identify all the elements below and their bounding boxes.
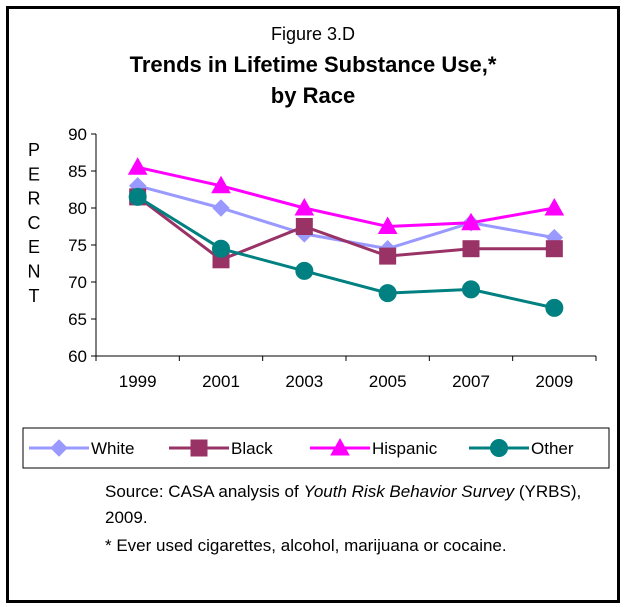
y-axis-label-letter: N <box>28 262 41 282</box>
source-note: Source: CASA analysis of Youth Risk Beha… <box>105 479 585 559</box>
data-point-white <box>212 199 230 217</box>
line-chart: Figure 3.D Trends in Lifetime Substance … <box>22 24 610 469</box>
x-tick-label: 1999 <box>119 372 157 391</box>
legend-label-black: Black <box>231 439 273 458</box>
series-line-hispanic <box>137 165 555 229</box>
data-point-black <box>379 247 397 265</box>
data-point-hispanic <box>127 157 148 175</box>
data-point-other <box>378 284 397 303</box>
data-point-other <box>128 187 147 206</box>
legend: White Black Hispanic Other <box>22 427 610 469</box>
y-tick-label: 90 <box>68 125 87 144</box>
axes <box>91 133 597 361</box>
data-point-other <box>295 261 314 280</box>
legend-item-white: White <box>29 439 134 458</box>
y-axis-label-letter: T <box>29 286 40 306</box>
legend-item-other: Other <box>469 439 574 458</box>
legend-marker-white <box>50 439 68 457</box>
x-tick-label: 2009 <box>535 372 573 391</box>
x-tick-label: 2005 <box>369 372 407 391</box>
y-axis-label-letter: P <box>28 140 40 160</box>
y-axis-label-letter: E <box>28 237 40 257</box>
source-citation: Source: CASA analysis of Youth Risk Beha… <box>105 479 585 531</box>
data-point-other <box>462 280 480 299</box>
y-tick-label: 70 <box>68 273 87 292</box>
y-axis-label-letter: E <box>28 164 40 184</box>
data-point-other <box>212 239 230 258</box>
data-point-black <box>545 240 563 258</box>
data-point-black <box>462 240 480 258</box>
y-tick-label: 65 <box>68 310 87 329</box>
figure-label: Figure 3.D <box>271 24 355 44</box>
source-suffix: (YRBS), 2009. <box>105 482 582 527</box>
data-point-hispanic <box>294 197 315 216</box>
y-axis-label-letter: R <box>28 189 41 209</box>
source-survey-title: Youth Risk Behavior Survey <box>303 482 515 501</box>
data-point-hispanic <box>377 216 398 234</box>
legend-marker-other <box>490 439 508 457</box>
y-axis-label-letter: C <box>28 213 41 233</box>
footnote: * Ever used cigarettes, alcohol, marijua… <box>105 536 507 555</box>
legend-item-black: Black <box>169 439 273 458</box>
figure-frame: Figure 3.D Trends in Lifetime Substance … <box>6 6 620 603</box>
data-point-hispanic <box>544 197 565 216</box>
y-tick-label: 75 <box>68 236 87 255</box>
legend-label-other: Other <box>531 439 574 458</box>
legend-label-white: White <box>91 439 134 458</box>
series-hispanic <box>127 157 565 234</box>
source-prefix: Source: CASA analysis of <box>105 482 304 501</box>
data-point-hispanic <box>211 175 231 194</box>
legend-item-hispanic: Hispanic <box>310 437 438 458</box>
y-tick-labels: 60 65 70 75 80 85 90 <box>68 125 87 366</box>
legend-marker-black <box>190 439 208 457</box>
y-tick-label: 85 <box>68 162 87 181</box>
x-tick-labels: 1999 2001 2003 2005 2007 2009 <box>119 372 573 391</box>
series-other <box>128 187 564 317</box>
series-line-black <box>136 195 555 262</box>
chart-title: Trends in Lifetime Substance Use,* <box>130 52 497 77</box>
series-lines <box>127 157 565 317</box>
x-tick-label: 2001 <box>202 372 240 391</box>
y-tick-label: 60 <box>68 347 87 366</box>
x-tick-label: 2007 <box>452 372 490 391</box>
x-tick-label: 2003 <box>285 372 323 391</box>
series-line-other <box>136 195 555 310</box>
data-point-hispanic <box>461 212 481 231</box>
data-point-black <box>295 218 313 235</box>
legend-marker-hispanic <box>330 437 350 456</box>
chart-subtitle: by Race <box>271 83 355 108</box>
y-tick-label: 80 <box>68 199 87 218</box>
data-point-other <box>545 298 564 317</box>
legend-label-hispanic: Hispanic <box>372 439 438 458</box>
